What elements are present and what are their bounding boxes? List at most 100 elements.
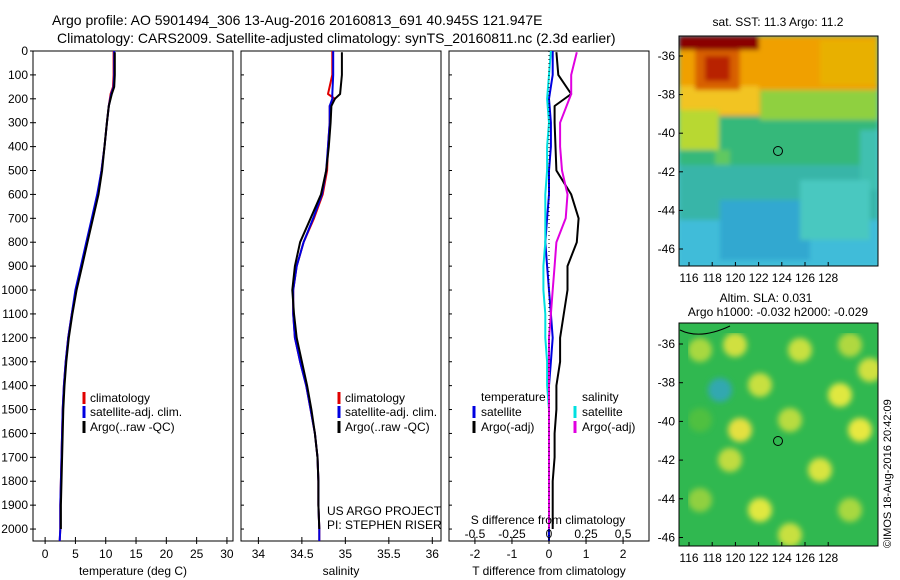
depth-tick-label: 700 [8,211,28,225]
x-tick-label: 5 [72,547,79,561]
x-tick-label: 10 [99,547,113,561]
map-lat-label: -36 [658,49,676,63]
map-lat-label: -44 [658,203,676,217]
x-axes: 0 5 10 15 20 25 30 34 34.5 35 35.5 36 -2 -1 0 1 2 -0.5 -0.… [42,527,632,561]
depth-tick-label: 500 [8,164,28,178]
x-tick-label: 35 [339,547,353,561]
x-tick-label: 15 [129,547,143,561]
x-tick-label: -1 [507,547,518,561]
map-lon-label: 120 [725,551,745,565]
depth-tick-label: 1800 [1,474,28,488]
sla-float-marker [773,436,783,446]
depth-tick-label: 1000 [1,283,28,297]
sla-blob [748,373,772,397]
series-line-salinity-2 [291,52,343,530]
depth-tick-label: 1200 [1,331,28,345]
sla-blob [718,448,742,472]
salinity-panel-frame [240,50,442,542]
sst-map [679,36,878,266]
sla-blob [788,338,812,362]
sla-blob [858,358,878,382]
sla-blob [808,458,832,482]
depth-axis: 0 100 200 300 400 500 600 700 800 900 1000 1100 1200… [1,44,452,536]
x-top-tick-label: 0.25 [574,527,598,541]
sla-title-2: Argo h1000: -0.032 h2000: -0.029 [688,305,868,319]
map-lat-label: -46 [658,242,676,256]
map-lat-label: -40 [658,126,676,140]
legend-label: satellite [582,405,623,419]
depth-tick-label: 600 [8,187,28,201]
depth-tick-label: 100 [8,68,28,82]
sla-blob [728,418,752,442]
legend-label: Argo(..raw -QC) [90,420,175,434]
temperature-legend: climatology satellite-adj. clim. Argo(..… [82,391,182,434]
x-tick-label: 0 [546,547,553,561]
series-line-difference-3 [548,51,578,529]
depth-tick-label: 900 [8,259,28,273]
x-tick-label: 2 [620,547,627,561]
sla-blob [778,523,802,546]
sst-float-marker [773,146,783,156]
x-tick-label: 25 [190,547,204,561]
map-lon-label: 126 [795,551,815,565]
depth-tick-label: 1300 [1,355,28,369]
sla-blob [828,383,852,407]
sla-blob [838,333,862,357]
project-annotation: US ARGO PROJECT [327,504,442,518]
x-tick-label: 35.5 [377,547,401,561]
map-lon-label: 128 [818,271,838,285]
series-line-difference-1 [551,52,580,529]
difference-xlabel: T difference from climatology [472,564,626,578]
depth-tick-label: 200 [8,92,28,106]
depth-tick-label: 400 [8,140,28,154]
pi-annotation: PI: STEPHEN RISER [327,518,442,532]
legend-label: Argo(..raw -QC) [345,420,430,434]
map-lon-label: 118 [703,271,722,285]
sla-blob [848,418,872,442]
legend-label: satellite [481,405,522,419]
depth-tick-label: 800 [8,235,28,249]
map-lon-label: 116 [679,271,698,285]
sla-map-frame [678,322,879,547]
map-lon-label: 122 [749,271,769,285]
series-line-temperature-0 [58,51,115,542]
depth-tick-label: 1400 [1,379,28,393]
map-lon-label: 116 [679,551,698,565]
map-lat-label: -36 [658,337,676,351]
x-tick-label: 0 [42,547,49,561]
map-lon-label: 122 [749,551,769,565]
map-lon-label: 118 [703,551,722,565]
legend-label: satellite-adj. clim. [90,405,182,419]
legend-title-temperature: temperature [481,390,546,404]
map-lat-label: -38 [658,88,676,102]
header-line-2: Climatology: CARS2009. Satellite-adjuste… [57,30,615,46]
sst-map-frame [678,35,879,267]
legend-label: satellite-adj. clim. [345,405,437,419]
map-lat-label: -44 [658,492,676,506]
sla-blob [778,408,802,432]
map-lat-label: -42 [658,453,676,467]
legend-label: climatology [90,391,150,405]
map-lat-label: -38 [658,376,676,390]
map-lat-label: -42 [658,165,676,179]
x-top-tick-label: -0.25 [498,527,526,541]
profile-lines [58,50,580,542]
legend-label: Argo(-adj) [481,420,534,434]
difference-legend: temperature salinity satellite Argo(-adj… [472,390,635,434]
x-tick-label: -2 [470,547,481,561]
map-lon-label: 128 [818,551,838,565]
sla-blob [708,378,732,402]
x-top-tick-label: 0.5 [615,527,632,541]
depth-tick-label: 1900 [1,498,28,512]
depth-tick-label: 1600 [1,426,28,440]
imos-stamp: ©IMOS 18-Aug-2016 20:42:09 [882,399,894,548]
legend-label: Argo(-adj) [582,420,635,434]
x-top-tick-label: -0.5 [465,527,486,541]
salinity-legend: climatology satellite-adj. clim. Argo(..… [337,391,437,434]
salinity-xlabel: salinity [323,564,360,578]
legend-title-salinity: salinity [582,390,619,404]
depth-tick-label: 1500 [1,403,28,417]
sla-blob [838,498,862,522]
